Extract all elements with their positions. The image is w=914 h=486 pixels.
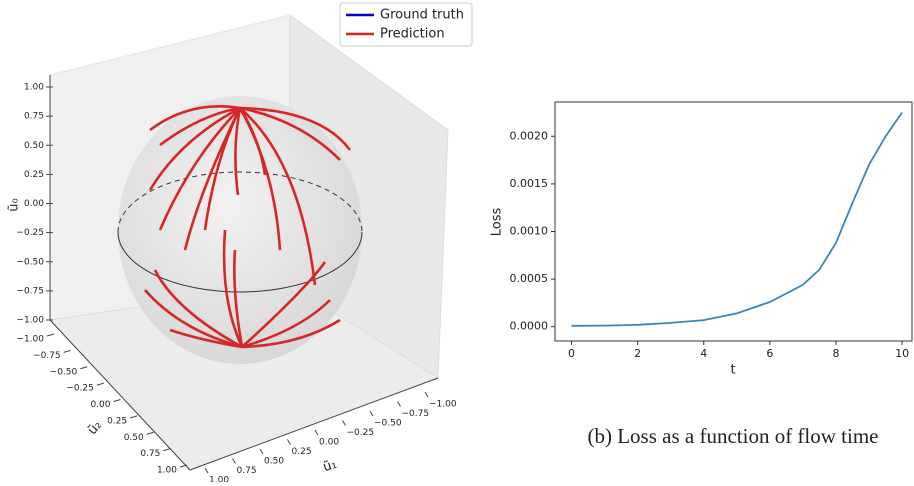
trajectory: [234, 107, 242, 196]
axes-3d: −1.00−0.75−0.50−0.250.000.250.500.751.00…: [16, 83, 457, 486]
x-tick: [314, 429, 319, 436]
y-tick: [179, 464, 188, 468]
x-tick: [342, 420, 346, 426]
x-tick-label: −0.25: [347, 428, 375, 438]
trajectory: [239, 106, 352, 151]
x-tick-label: 0.25: [292, 447, 312, 457]
x-tick: [369, 410, 374, 417]
trajectory: [241, 261, 327, 348]
x-tick-label: 1.00: [209, 476, 229, 483]
x-tick-label: −0.75: [402, 409, 430, 419]
x-tick: [204, 467, 209, 474]
x-tick-label: 0.75: [237, 466, 257, 476]
trajectory: [233, 249, 244, 348]
y-tick: [129, 415, 138, 419]
z-tick-label: 0.75: [24, 112, 44, 122]
trajectory: [159, 106, 241, 147]
z-tick-label: 1.00: [24, 83, 44, 93]
trajectory: [239, 106, 341, 161]
trajectory: [148, 106, 241, 191]
trajectory: [241, 318, 341, 349]
z-tick-label: −1.00: [16, 316, 44, 326]
legend-entries: Ground truth Prediction: [346, 8, 464, 42]
y-tick-label: 0.0005: [510, 272, 549, 285]
y-tick: [146, 431, 154, 435]
trajectory: [239, 107, 317, 286]
x-axis-title-3d: ũ₁: [321, 457, 338, 475]
caption: (b) Loss as a function of flow time: [587, 424, 878, 448]
y-tick-label: 0.25: [107, 416, 127, 426]
equator-back: [117, 171, 363, 233]
y-tick: [163, 448, 171, 452]
y-tick-label: 0.50: [124, 433, 144, 443]
y-tick-label: −0.25: [66, 384, 94, 394]
x-tick-label: 2: [634, 347, 641, 360]
y-tick-label: 0.0020: [510, 129, 549, 142]
z-tick-label: −0.75: [16, 286, 44, 296]
y-tick-label: 0.75: [140, 449, 160, 459]
y-tick-label: −0.50: [50, 367, 78, 377]
y-tick-label: 0.0015: [510, 177, 549, 190]
x-tick-label: 0.00: [319, 438, 339, 448]
z-tick-label: 0.50: [24, 141, 44, 151]
legend-label: Ground truth: [380, 8, 464, 23]
z-axis-title: ũ₀: [7, 198, 22, 211]
trajectory: [144, 289, 243, 349]
y-tick: [80, 366, 88, 370]
trajectory: [238, 107, 267, 176]
x-tick-label: 4: [700, 347, 707, 360]
y-tick-label: 0.00: [90, 400, 110, 410]
x-tick: [232, 458, 236, 464]
x-tick-label: −0.50: [374, 419, 402, 429]
x-tick: [259, 448, 264, 455]
x-tick: [424, 391, 429, 398]
x-tick-label: 0: [568, 347, 575, 360]
x-tick: [287, 439, 291, 445]
y-tick-label: 0.0010: [510, 224, 549, 237]
x-axis-title: t: [730, 363, 735, 378]
trajectory: [153, 269, 243, 349]
plot-frame: [554, 101, 913, 342]
equator-front: [117, 231, 363, 293]
y-tick-label: −1.00: [16, 335, 44, 345]
trajectory: [169, 328, 243, 349]
y-axis-title: Loss: [490, 208, 505, 237]
x-tick: [397, 401, 401, 407]
trajectories: [144, 105, 352, 349]
z-tick-label: 0.25: [24, 170, 44, 180]
z-tick-label: −0.50: [16, 257, 44, 267]
y-axis-title-3d: ũ₂: [85, 418, 105, 438]
y-tick: [46, 333, 55, 337]
y-axis-line: [49, 319, 191, 471]
y-tick-label: 0.0000: [510, 320, 549, 333]
sphere: [118, 96, 362, 364]
x-tick-label: 0.50: [264, 457, 284, 467]
trajectory: [222, 229, 244, 348]
y-tick-label: −0.75: [33, 351, 61, 361]
z-tick-label: −0.25: [16, 228, 44, 238]
x-tick-label: −1.00: [429, 400, 457, 410]
y-tick-label: 1.00: [157, 466, 177, 476]
trajectory: [241, 299, 331, 349]
loss-line: [571, 111, 903, 327]
trajectory: [158, 107, 241, 231]
legend-label: Prediction: [380, 27, 445, 42]
y-tick: [113, 399, 121, 402]
x-tick-label: 8: [832, 347, 839, 360]
line-chart: 0.0000 0.0005 0.0010 0.0015 0.0020 0 2 4 6 8 10: [510, 111, 909, 360]
trajectory: [149, 105, 241, 132]
x-axis-line: [189, 377, 439, 471]
trajectory: [203, 107, 242, 231]
x-tick-label: 6: [766, 347, 773, 360]
y-tick: [96, 382, 105, 386]
z-tick-label: 0.00: [24, 199, 44, 209]
y-tick: [63, 349, 71, 353]
x-tick-label: 10: [895, 347, 909, 360]
